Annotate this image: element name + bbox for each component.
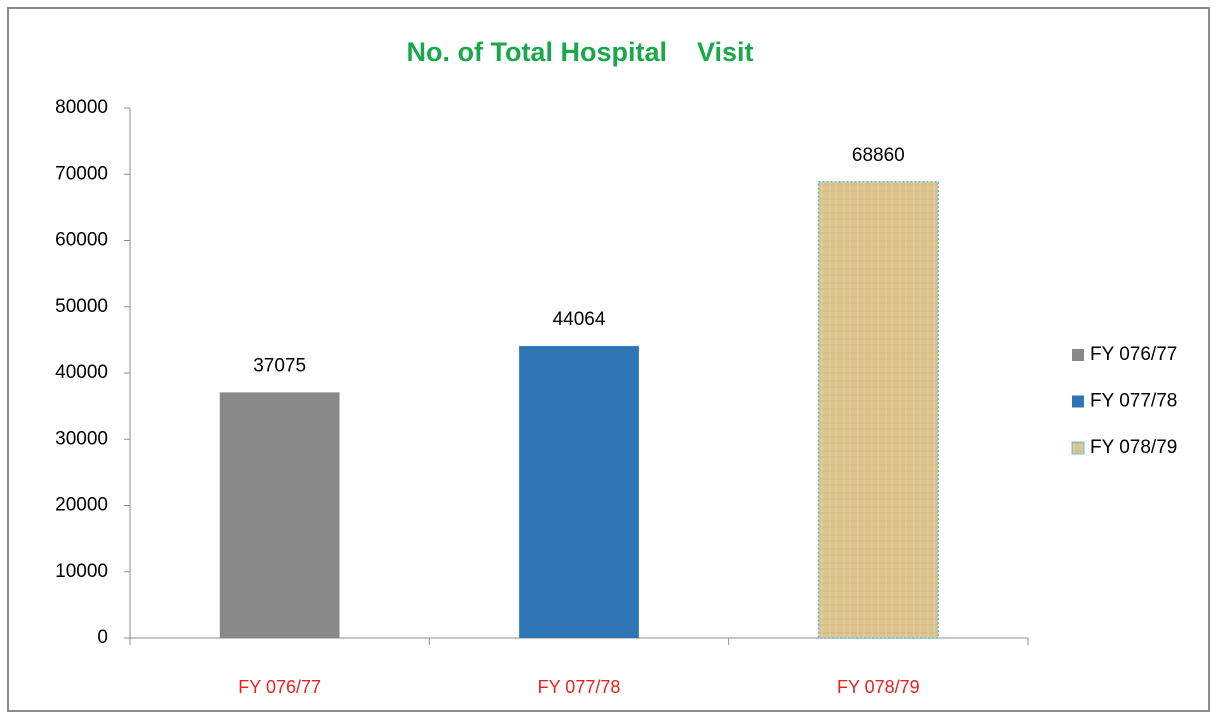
legend-label: FY 076/77	[1090, 344, 1177, 365]
y-tick-label: 0	[97, 627, 108, 648]
y-tick-label: 30000	[55, 428, 108, 449]
value-label: 68860	[852, 145, 905, 166]
chart-title: No. of Total Hospital Visit	[406, 37, 753, 67]
legend-label: FY 078/79	[1090, 437, 1177, 458]
y-tick-label: 40000	[55, 362, 108, 383]
legend-swatch	[1072, 349, 1084, 361]
y-tick-label: 80000	[55, 97, 108, 118]
bar	[817, 181, 939, 639]
y-tick-label: 20000	[55, 495, 108, 516]
y-tick-label: 10000	[55, 561, 108, 582]
bar	[519, 346, 639, 638]
value-label: 37075	[253, 355, 306, 376]
legend-swatch	[1072, 395, 1084, 408]
x-tick-label: FY 076/77	[238, 677, 321, 697]
bar	[219, 392, 340, 638]
y-tick-label: 70000	[55, 163, 108, 184]
value-label: 44064	[553, 309, 606, 330]
legend-label: FY 077/78	[1090, 391, 1177, 412]
legend-swatch	[1071, 441, 1085, 455]
x-tick-label: FY 078/79	[837, 677, 920, 697]
x-tick-label: FY 077/78	[538, 677, 621, 697]
y-tick-label: 50000	[55, 296, 108, 317]
y-tick-label: 60000	[55, 230, 108, 251]
